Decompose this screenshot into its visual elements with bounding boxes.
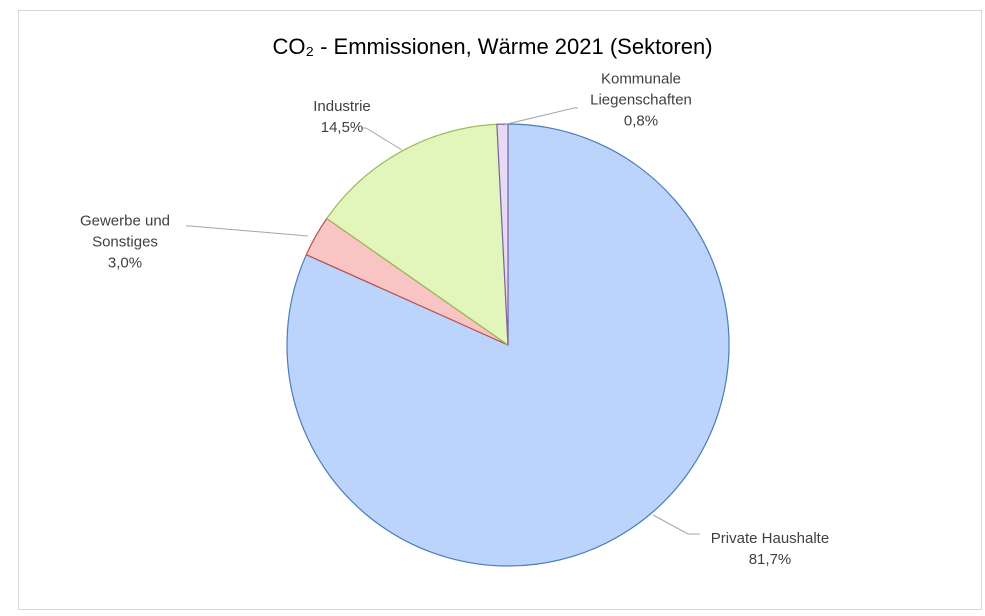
- pie-slice: [326, 123, 509, 346]
- data-label: Private Haushalte 81,7%: [711, 528, 829, 570]
- leader-line: [186, 225, 309, 237]
- data-label: Kommunale Liegenschaften 0,8%: [574, 69, 709, 132]
- category-label: Kommunale Liegenschaften: [590, 70, 692, 109]
- category-label: Private Haushalte: [710, 530, 830, 547]
- leader-line: [502, 107, 578, 126]
- value-label: 0,8%: [623, 112, 659, 130]
- leader-line: [362, 127, 403, 151]
- data-label: Gewerbe und Sonstiges 3,0%: [60, 211, 190, 274]
- category-label: Industrie: [313, 98, 371, 115]
- value-label: 81,7%: [748, 551, 792, 568]
- category-label: Gewerbe und Sonstiges: [79, 212, 171, 251]
- value-label: 3,0%: [107, 254, 143, 272]
- data-label: Industrie 14,5%: [313, 96, 371, 138]
- chart-title: CO₂ - Emmissionen, Wärme 2021 (Sektoren): [272, 34, 713, 59]
- leader-line: [652, 514, 700, 535]
- value-label: 14,5%: [320, 119, 364, 136]
